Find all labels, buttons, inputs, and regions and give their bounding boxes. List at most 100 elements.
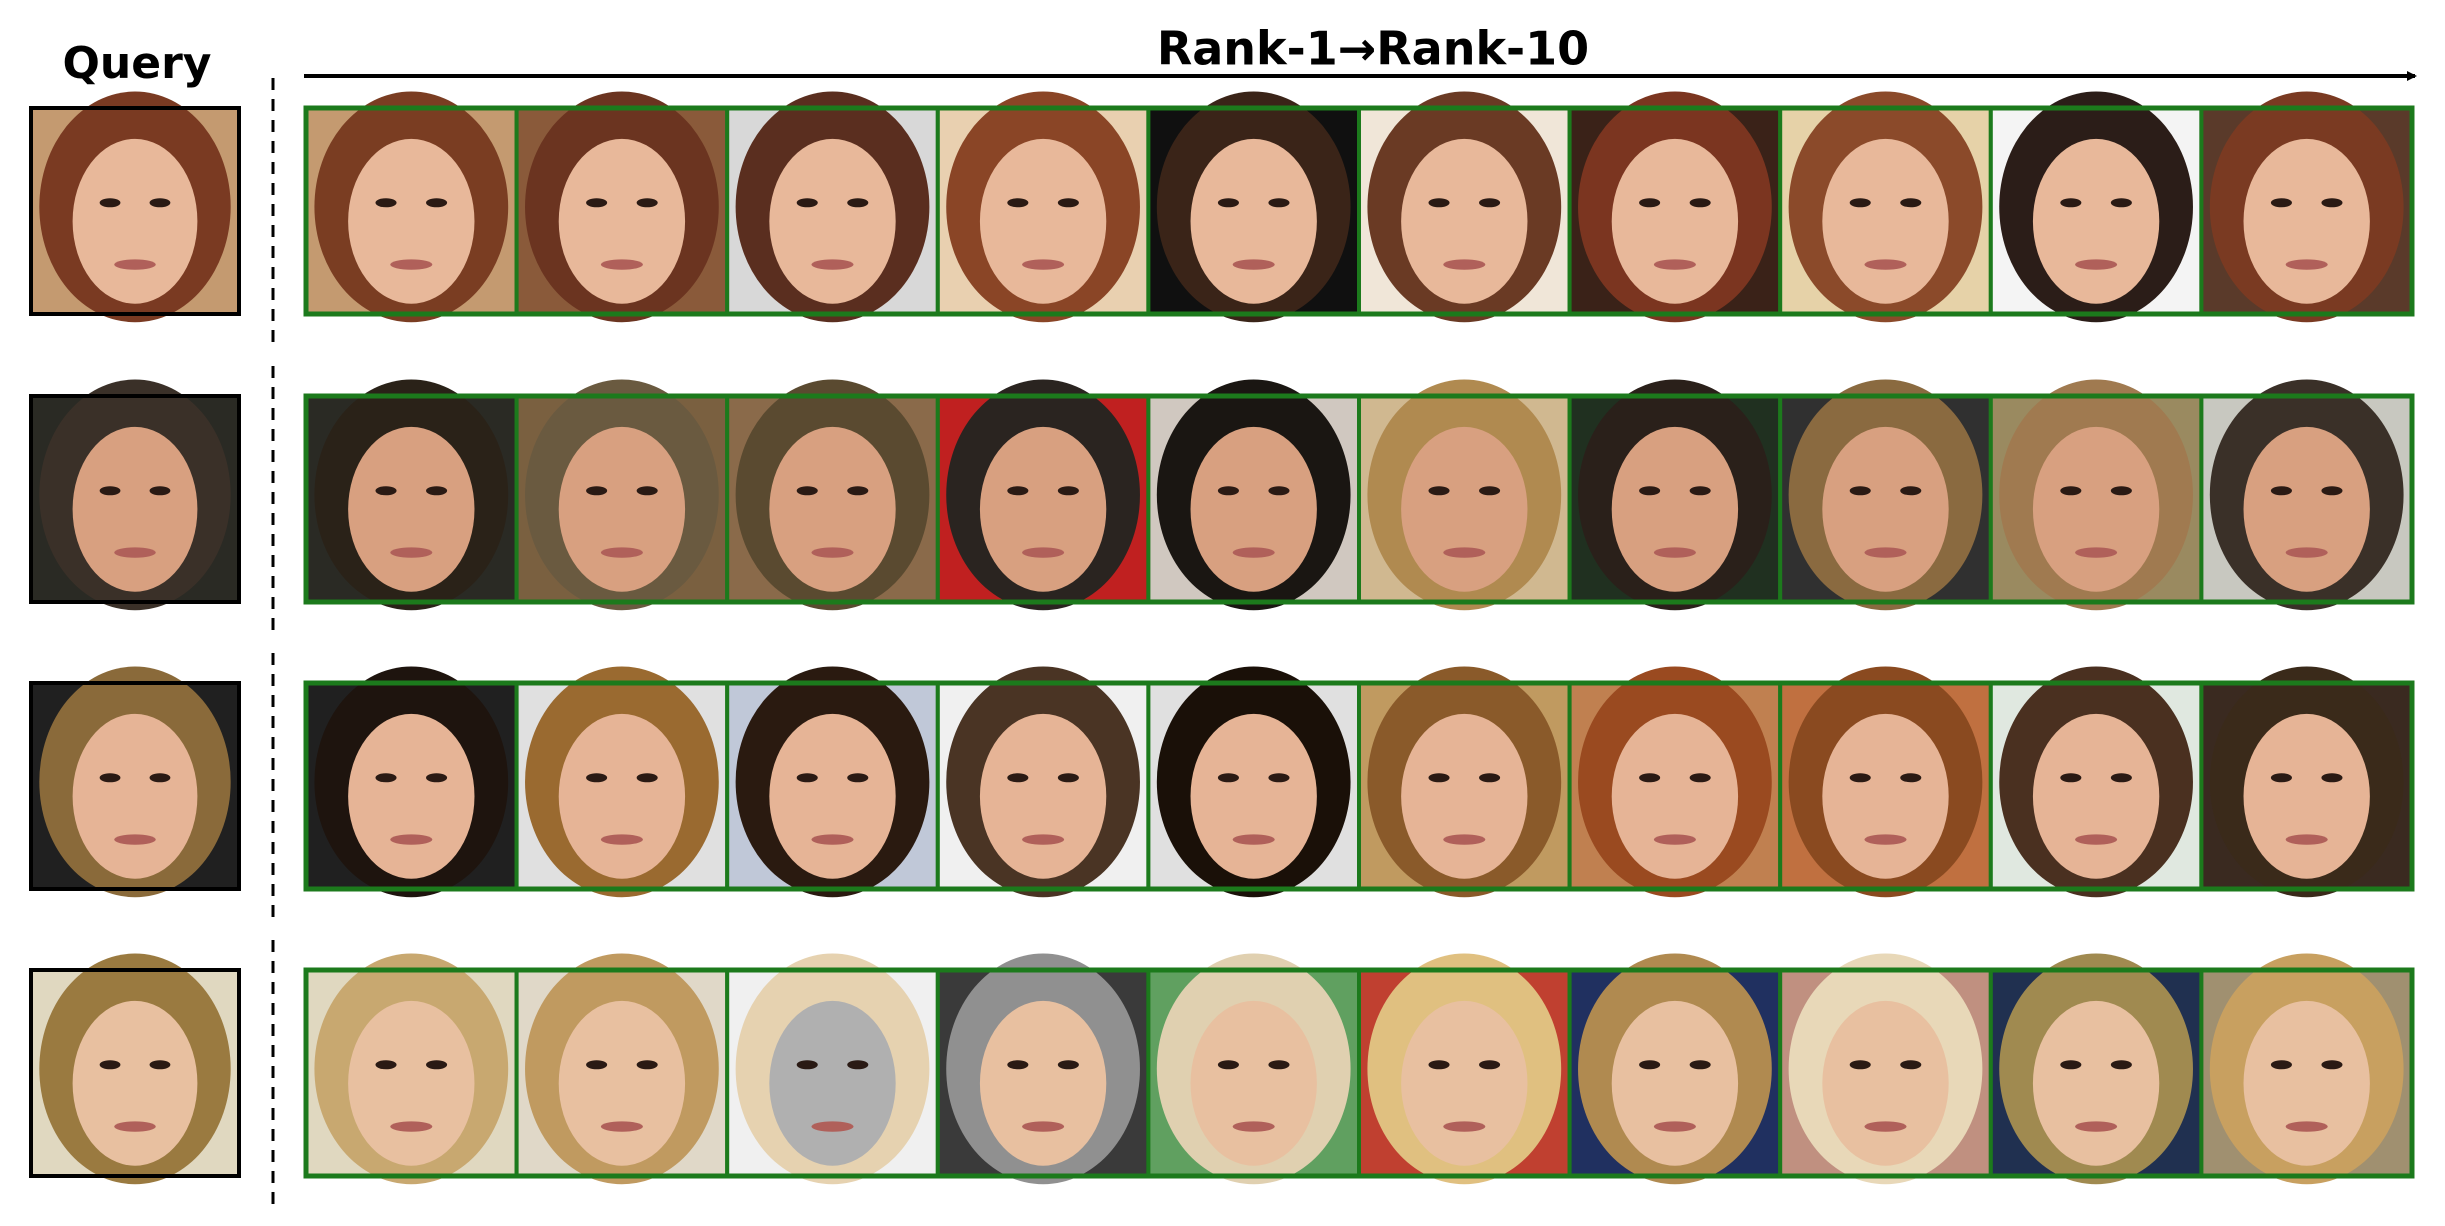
photo-eye [847, 198, 869, 208]
ranked-image [1567, 666, 1783, 898]
query-label: Query [63, 38, 212, 89]
photo-mouth [1653, 834, 1696, 845]
photo-eye [586, 1060, 608, 1070]
photo-face [1190, 138, 1317, 304]
photo-mouth [1232, 1121, 1275, 1132]
photo-eye [1268, 486, 1290, 496]
photo-mouth [1653, 547, 1696, 558]
ranked-image [935, 379, 1151, 611]
photo-eye [2060, 1060, 2082, 1070]
ranked-image [1146, 953, 1362, 1185]
photo-face [2032, 1000, 2160, 1166]
photo-mouth [2075, 834, 2118, 845]
photo-eye [149, 198, 171, 208]
photo-eye [1268, 1060, 1290, 1070]
ranked-image [725, 379, 940, 611]
photo-eye [375, 486, 397, 496]
photo-eye [1479, 486, 1501, 496]
photo-eye [426, 773, 448, 783]
photo-eye [1639, 1060, 1661, 1070]
photo-eye [586, 198, 608, 208]
photo-eye [1217, 773, 1239, 783]
photo-eye [586, 486, 608, 496]
photo-face [558, 1000, 686, 1166]
photo-eye [1849, 198, 1871, 208]
photo-eye [149, 1060, 171, 1070]
photo-face [348, 426, 475, 592]
photo-eye [2321, 773, 2343, 783]
photo-mouth [600, 1121, 643, 1132]
photo-face [72, 426, 198, 592]
photo-eye [847, 773, 869, 783]
photo-eye [149, 486, 171, 496]
photo-mouth [1443, 834, 1486, 845]
result-row [29, 78, 2415, 344]
photo-face [1611, 1000, 1739, 1166]
photo-face [1822, 138, 1949, 304]
photo-eye [847, 1060, 869, 1070]
ranked-image [1357, 91, 1572, 323]
photo-face [979, 713, 1107, 879]
photo-eye [1057, 1060, 1079, 1070]
photo-face [1190, 713, 1317, 879]
photo-face [769, 138, 896, 304]
photo-eye [636, 486, 658, 496]
ranked-image [2199, 953, 2414, 1185]
photo-eye [2110, 486, 2132, 496]
photo-face [1822, 1000, 1949, 1166]
query-image [29, 379, 241, 611]
ranked-image [1778, 666, 1993, 898]
photo-mouth [1232, 834, 1275, 845]
photo-eye [1007, 773, 1029, 783]
photo-eye [375, 773, 397, 783]
photo-mouth [811, 1121, 854, 1132]
photo-mouth [1443, 259, 1486, 270]
photo-mouth [600, 547, 643, 558]
photo-eye [1217, 198, 1239, 208]
match-frame [303, 105, 2415, 317]
photo-eye [2110, 773, 2132, 783]
photo-eye [2270, 198, 2292, 208]
photo-eye [99, 773, 121, 783]
ranked-image [304, 666, 519, 898]
query-frame [29, 394, 241, 604]
photo-mouth [1864, 834, 1907, 845]
result-row [29, 653, 2415, 919]
image-grid [29, 78, 2415, 1206]
photo-eye [1849, 486, 1871, 496]
ranked-image [1357, 953, 1572, 1185]
ranked-image [935, 666, 1151, 898]
photo-mouth [1232, 259, 1275, 270]
photo-mouth [114, 547, 156, 558]
photo-face [1611, 713, 1739, 879]
photo-face [348, 713, 475, 879]
query-image [29, 666, 241, 898]
ranked-image [725, 666, 940, 898]
photo-eye [1900, 1060, 1922, 1070]
ranked-image [725, 91, 940, 323]
photo-mouth [1022, 547, 1065, 558]
photo-eye [636, 198, 658, 208]
photo-face [72, 713, 198, 879]
photo-eye [1849, 1060, 1871, 1070]
ranked-image [1357, 379, 1572, 611]
result-row [29, 940, 2415, 1206]
query-frame [29, 681, 241, 891]
photo-mouth [811, 547, 854, 558]
photo-eye [1639, 486, 1661, 496]
photo-mouth [2285, 259, 2328, 270]
query-image [29, 91, 241, 323]
photo-mouth [600, 259, 643, 270]
photo-face [1401, 1000, 1528, 1166]
photo-eye [99, 198, 121, 208]
ranked-image [935, 91, 1151, 323]
photo-eye [1268, 773, 1290, 783]
photo-face [348, 138, 475, 304]
ranked-image [2199, 91, 2414, 323]
photo-mouth [1022, 259, 1065, 270]
ranked-image [304, 953, 519, 1185]
photo-eye [149, 773, 171, 783]
photo-mouth [1022, 834, 1065, 845]
photo-mouth [2075, 259, 2118, 270]
